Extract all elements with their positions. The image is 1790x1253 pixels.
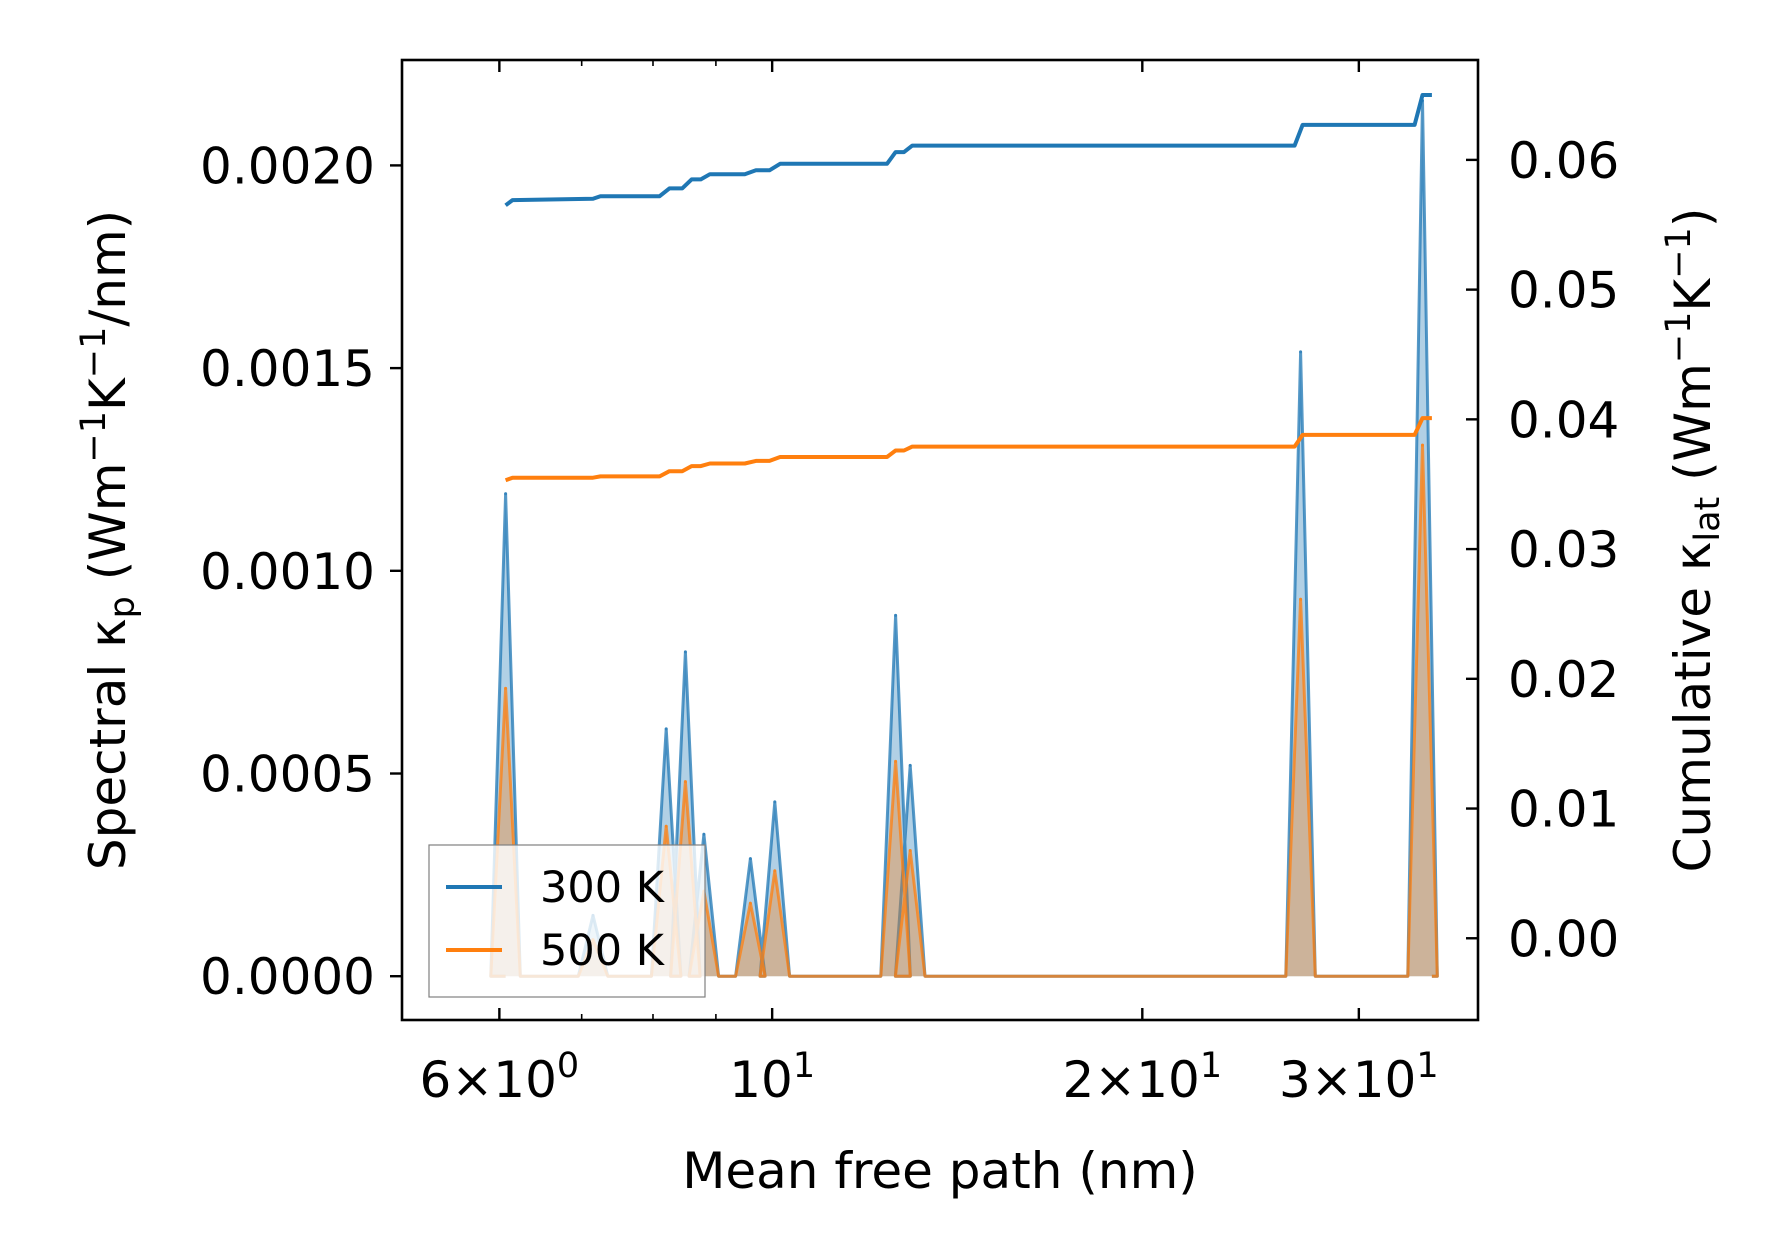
- y-left-tick-label: 0.0000: [200, 948, 375, 1006]
- spectral-peak-500k: [664, 824, 668, 828]
- y-right-tick-label: 0.02: [1508, 651, 1619, 709]
- spectral-peak-300k: [1299, 350, 1303, 354]
- cumulative-line-500k: [504, 416, 1432, 483]
- y-right-tick-label: 0.01: [1508, 781, 1619, 839]
- tick-layer: 6×100 101 2×101 3×101 0.0000 0.0005 0.0010 0.00…: [200, 60, 1619, 1109]
- spectral-peak-300k: [908, 763, 912, 767]
- spectral-peak-500k: [1421, 443, 1424, 447]
- y-left-tick-label: 0.0005: [200, 746, 375, 804]
- spectral-peak-500k: [504, 686, 508, 690]
- spectral-peak-300k: [504, 492, 508, 496]
- legend-label-500k: 500 K: [540, 926, 666, 976]
- spectral-peak-500k: [1299, 597, 1303, 601]
- y-right-tick-label: 0.06: [1508, 132, 1619, 190]
- spectral-peak-300k: [748, 857, 752, 861]
- cumulative-layer: [504, 93, 1432, 483]
- spectral-peak-500k: [908, 849, 912, 852]
- cumulative-line-300k: [504, 93, 1432, 207]
- legend-frame: [428, 844, 706, 998]
- spectral-peak-300k: [894, 613, 898, 617]
- y-right-tick-label: 0.04: [1508, 391, 1619, 449]
- y-right-tick-label: 0.00: [1508, 910, 1619, 968]
- x-tick-label: 2×101: [1062, 1046, 1222, 1109]
- legend-label-300k: 300 K: [540, 863, 666, 913]
- x-axis-title: Mean free path (nm): [682, 1142, 1198, 1200]
- y-right-tick-label: 0.05: [1508, 262, 1619, 320]
- spectral-peak-300k: [702, 832, 706, 836]
- spectral-peak-500k: [683, 780, 687, 784]
- spectral-peak-500k: [773, 869, 777, 873]
- x-tick-label: 3×101: [1279, 1046, 1439, 1109]
- x-tick-label: 101: [729, 1046, 815, 1109]
- y-axis-title-left: Spectral κp (Wm−1K−1/nm): [74, 210, 143, 870]
- y-left-tick-label: 0.0010: [200, 543, 375, 601]
- y-right-tick-label: 0.03: [1508, 521, 1619, 579]
- spectral-peak-500k: [894, 759, 898, 763]
- plot-frame: [400, 58, 1480, 1022]
- y-left-tick-label: 0.0015: [200, 340, 375, 398]
- spectral-peak-300k: [773, 800, 777, 804]
- spectral-peak-300k: [664, 727, 668, 731]
- x-tick-label: 6×100: [420, 1046, 580, 1109]
- spectral-peak-500k: [748, 901, 752, 905]
- spectral-peak-300k: [683, 650, 687, 654]
- y-left-tick-label: 0.0020: [200, 137, 375, 195]
- y-axis-title-right: Cumulative κlat (Wm−1K−1): [1659, 208, 1728, 873]
- legend: 300 K 500 K: [428, 844, 706, 998]
